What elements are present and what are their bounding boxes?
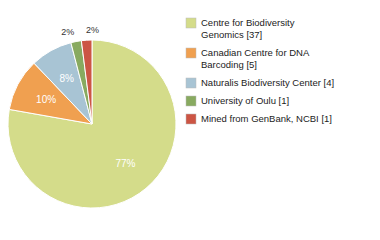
legend-swatch xyxy=(186,48,196,58)
data-label: 8% xyxy=(59,73,74,84)
legend-label: Canadian Centre for DNABarcoding [5] xyxy=(201,47,310,70)
pie-slice xyxy=(8,40,176,208)
legend-swatch xyxy=(186,18,196,28)
legend-item: Mined from GenBank, NCBI [1] xyxy=(186,113,332,124)
data-label: 2% xyxy=(86,25,99,35)
legend-label: Centre for BiodiversityGenomics [37] xyxy=(201,17,295,40)
legend-item: Naturalis Biodiversity Center [4] xyxy=(186,77,334,88)
chart: 77% 10%8% 2% 2% Centre for BiodiversityGenom… xyxy=(0,0,380,240)
pie: 77% 10%8% 2% 2% xyxy=(8,25,176,208)
data-label: 2% xyxy=(61,27,74,37)
data-label: 77% xyxy=(115,158,135,169)
legend-swatch xyxy=(186,114,196,124)
legend-item: University of Oulu [1] xyxy=(186,95,289,106)
data-label: 10% xyxy=(36,94,56,105)
pie-slice xyxy=(71,41,92,124)
legend-item: Canadian Centre for DNABarcoding [5] xyxy=(186,47,310,70)
legend-label: University of Oulu [1] xyxy=(201,95,289,106)
legend-swatch xyxy=(186,78,196,88)
legend-label: Mined from GenBank, NCBI [1] xyxy=(201,113,332,124)
legend: Centre for BiodiversityGenomics [37] Cana… xyxy=(186,17,334,124)
legend-label: Naturalis Biodiversity Center [4] xyxy=(201,77,334,88)
pie-slice xyxy=(81,40,92,124)
legend-item: Centre for BiodiversityGenomics [37] xyxy=(186,17,295,40)
legend-swatch xyxy=(186,96,196,106)
